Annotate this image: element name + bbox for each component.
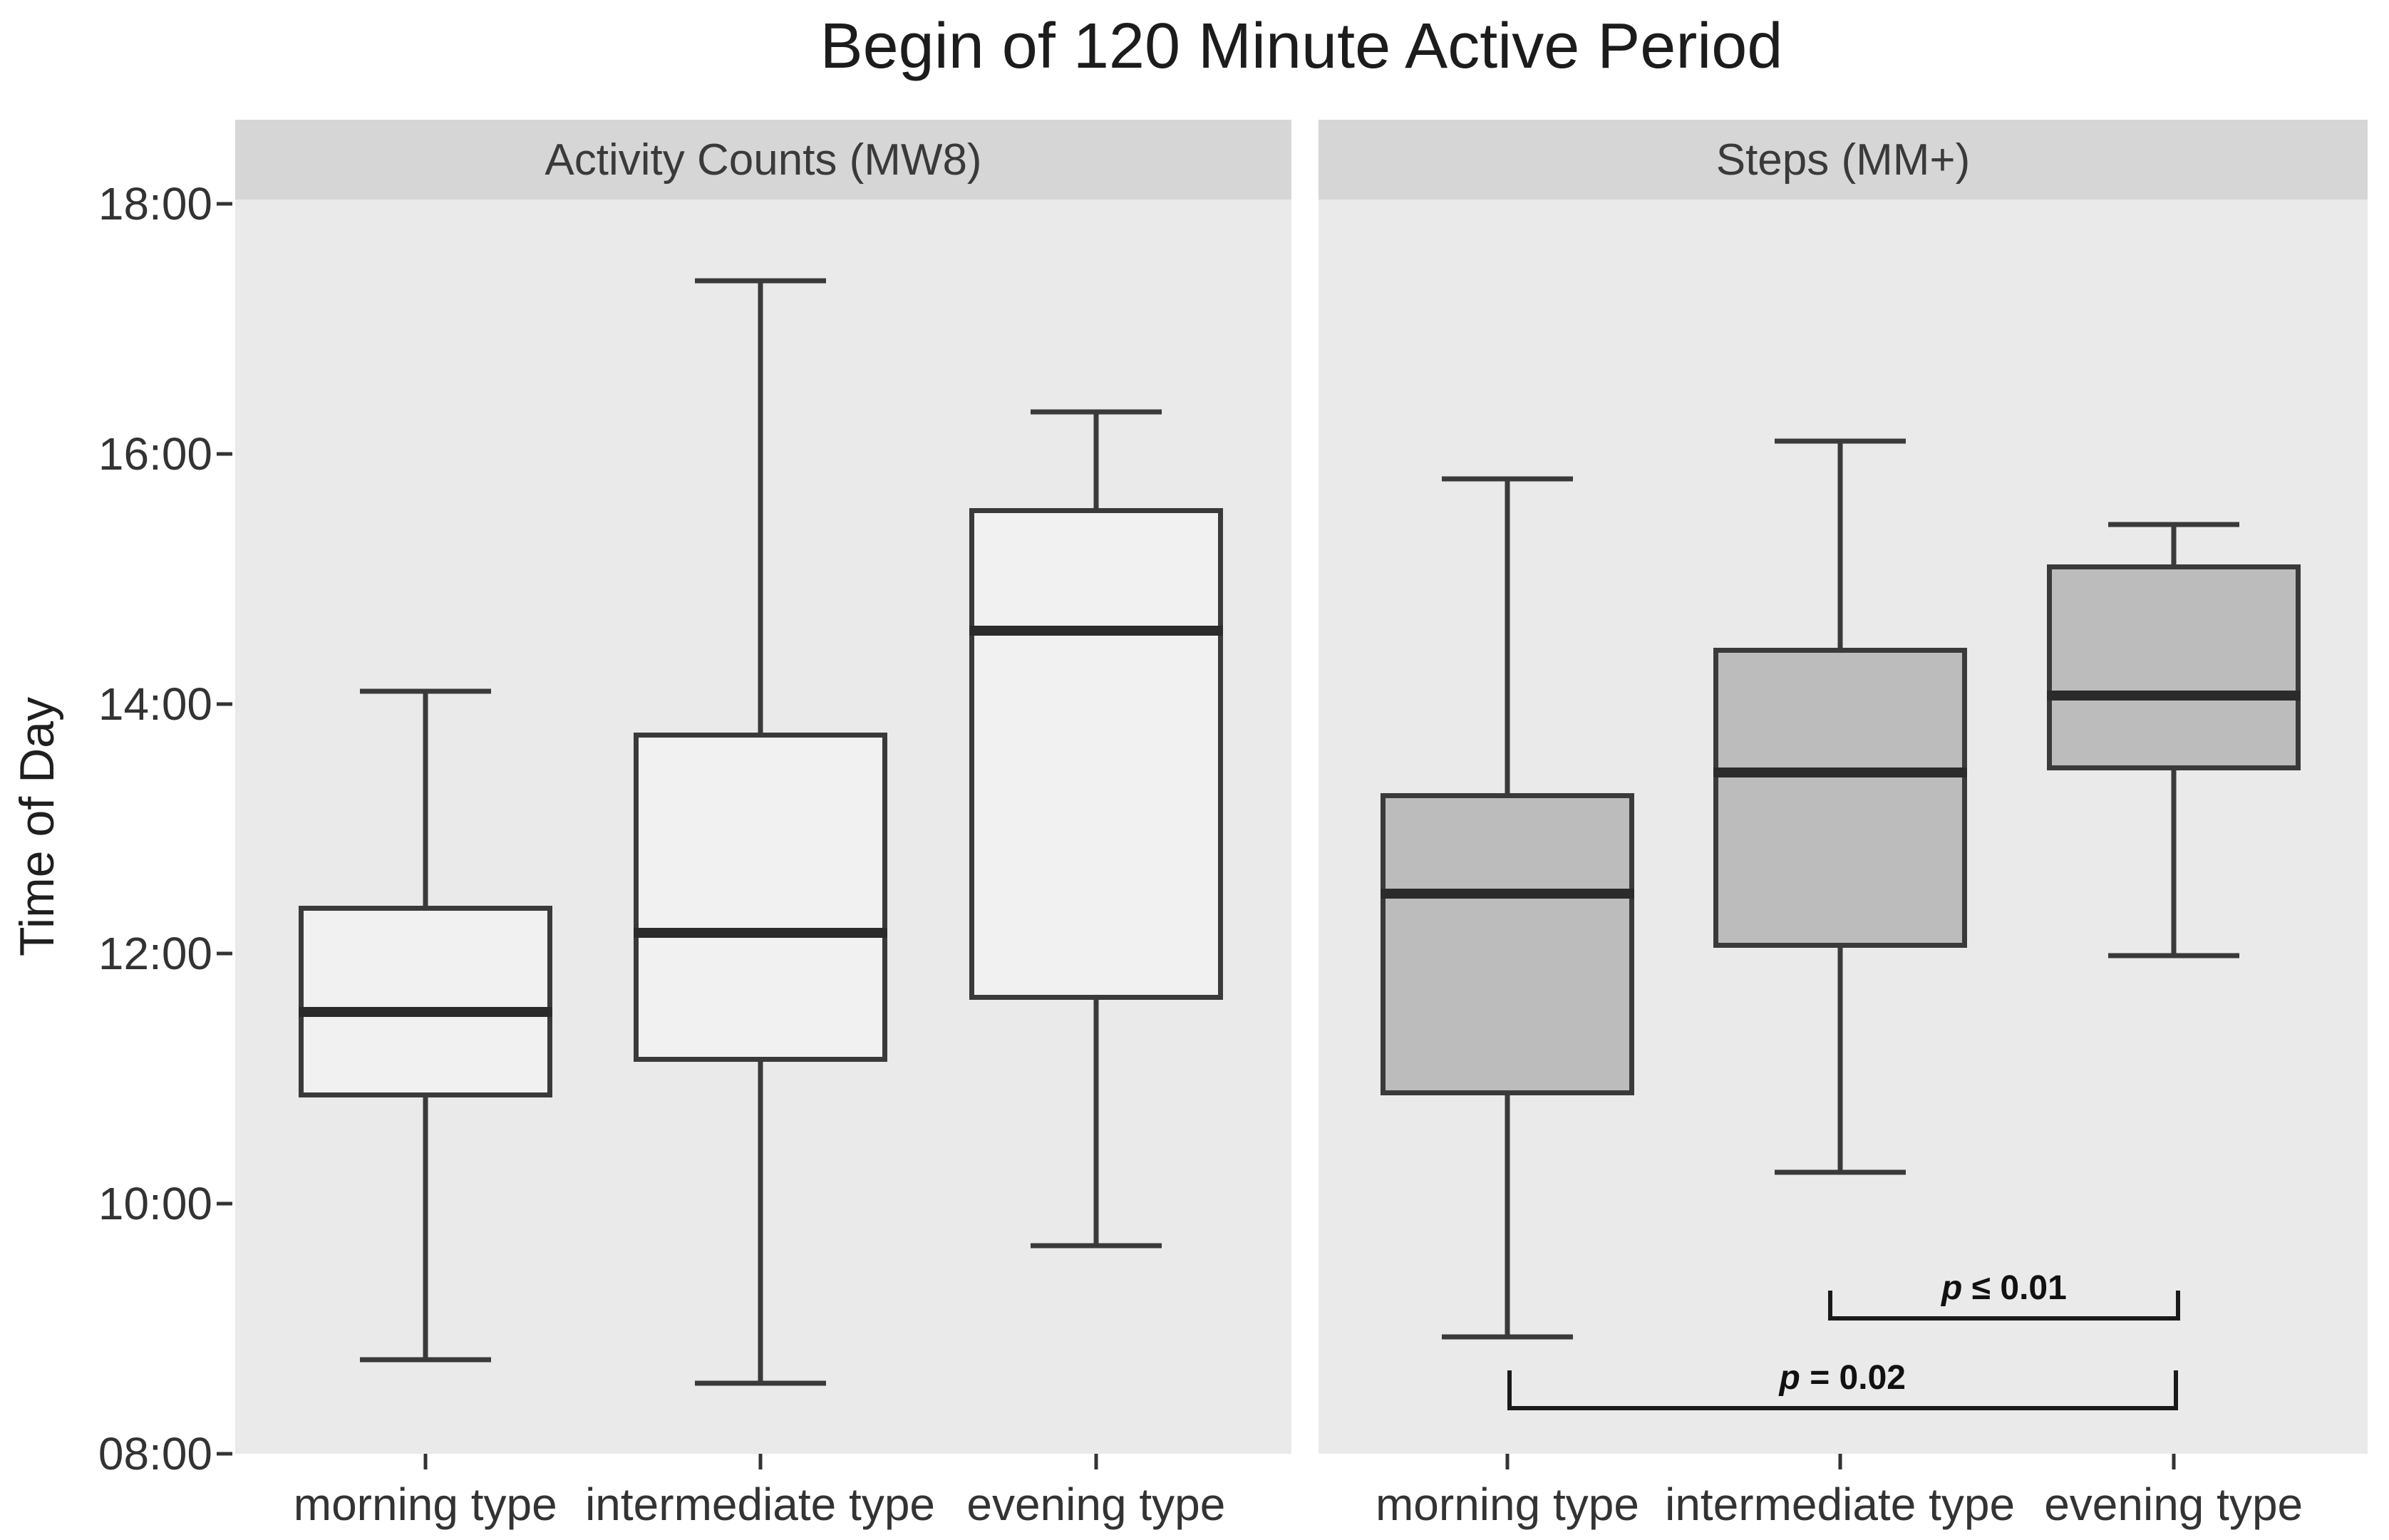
x-tick-label: intermediate type xyxy=(1665,1479,2016,1530)
whisker-cap-top xyxy=(1774,438,1906,444)
x-tick-label: morning type xyxy=(293,1479,557,1530)
x-tick-mark xyxy=(423,1454,428,1469)
y-tick-mark xyxy=(217,1452,232,1456)
box-rect xyxy=(1380,793,1634,1096)
box-rect xyxy=(2046,564,2301,771)
p-symbol: p xyxy=(1779,1358,1800,1397)
facet-strip-label: Steps (MM+) xyxy=(1715,135,1971,185)
x-tick-mark xyxy=(1505,1454,1510,1469)
p-symbol: p xyxy=(1941,1269,1963,1308)
whisker-cap-bottom xyxy=(1030,1243,1162,1249)
box-rect xyxy=(633,733,887,1063)
significance-bracket-tick-right xyxy=(2173,1370,2178,1406)
whisker-cap-bottom xyxy=(694,1380,826,1386)
y-tick-label: 16:00 xyxy=(98,428,212,480)
x-tick-label: evening type xyxy=(966,1479,1226,1530)
median-line xyxy=(298,1007,552,1018)
p-value-label: p = 0.02 xyxy=(1780,1358,1906,1397)
y-tick-label: 18:00 xyxy=(98,177,212,229)
significance-bracket-line xyxy=(1828,1316,2180,1321)
whisker-cap-bottom xyxy=(1774,1169,1906,1175)
facet-strip: Activity Counts (MW8) xyxy=(235,120,1291,200)
x-tick-label: intermediate type xyxy=(585,1479,936,1530)
facet-strip-label: Activity Counts (MW8) xyxy=(545,135,982,185)
whisker-cap-top xyxy=(694,278,826,284)
box-rect xyxy=(969,507,1223,1000)
whisker-cap-top xyxy=(359,688,491,694)
y-tick-label: 12:00 xyxy=(98,928,212,980)
box-rect xyxy=(298,906,552,1098)
p-value-text: ≤ 0.01 xyxy=(1962,1269,2067,1308)
x-tick-mark xyxy=(1838,1454,1842,1469)
y-tick-mark xyxy=(217,202,232,206)
box-rect xyxy=(1713,647,1967,948)
whisker-cap-bottom xyxy=(359,1357,491,1363)
y-tick-mark xyxy=(217,1201,232,1206)
chart-title: Begin of 120 Minute Active Period xyxy=(820,11,1783,82)
y-tick-mark xyxy=(217,951,232,956)
y-tick-label: 14:00 xyxy=(98,678,212,730)
median-line xyxy=(2046,690,2301,701)
whisker-cap-bottom xyxy=(1441,1334,1573,1340)
median-line xyxy=(1713,767,1967,777)
significance-bracket-tick-right xyxy=(2175,1291,2180,1317)
p-value-text: = 0.02 xyxy=(1800,1358,1906,1397)
whisker-cap-top xyxy=(1030,409,1162,415)
median-line xyxy=(633,928,887,939)
y-tick-mark xyxy=(217,452,232,456)
y-tick-label: 10:00 xyxy=(98,1178,212,1230)
p-value-label: p ≤ 0.01 xyxy=(1941,1268,2067,1308)
significance-bracket-tick-left xyxy=(1507,1370,1512,1406)
whisker-cap-top xyxy=(1441,476,1573,482)
significance-bracket-line xyxy=(1507,1405,2178,1410)
facet-strip: Steps (MM+) xyxy=(1319,120,2368,200)
whisker-cap-bottom xyxy=(2107,953,2239,958)
y-tick-label: 08:00 xyxy=(98,1428,212,1479)
x-tick-label: morning type xyxy=(1375,1479,1639,1530)
y-tick-mark xyxy=(217,702,232,706)
whisker-cap-top xyxy=(2107,522,2239,527)
median-line xyxy=(1380,888,1634,899)
y-axis-title: Time of Day xyxy=(10,696,64,957)
x-tick-mark xyxy=(2172,1454,2176,1469)
median-line xyxy=(969,626,1223,636)
significance-bracket-tick-left xyxy=(1828,1291,1833,1317)
x-tick-label: evening type xyxy=(2044,1479,2303,1530)
x-tick-mark xyxy=(758,1454,763,1469)
x-tick-mark xyxy=(1094,1454,1098,1469)
